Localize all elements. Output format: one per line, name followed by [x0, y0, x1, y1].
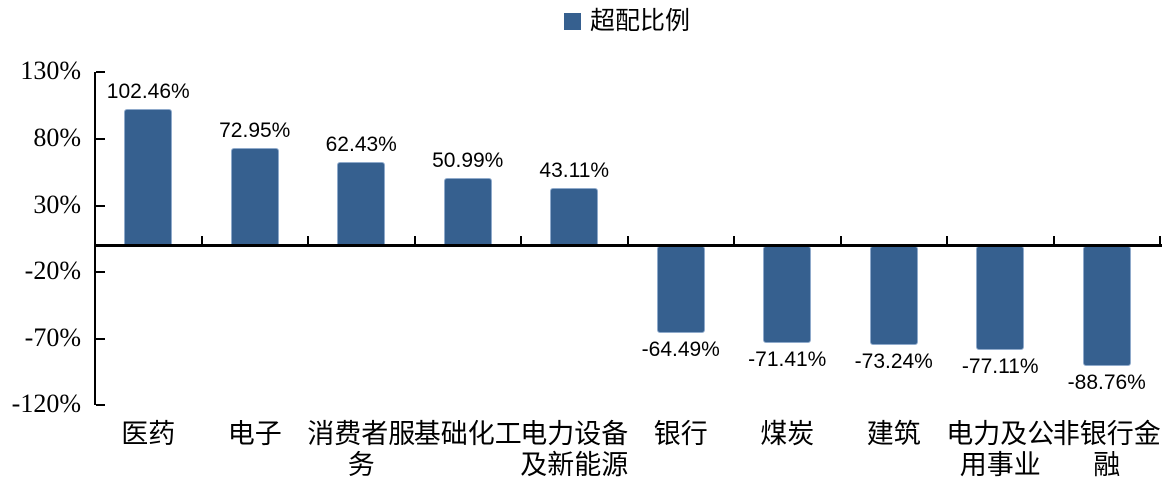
category-label: 电子	[227, 419, 282, 449]
legend-swatch	[563, 13, 581, 30]
category-label: 医药	[121, 419, 176, 449]
x-axis-line	[94, 244, 1162, 247]
data-label: 62.43%	[325, 133, 397, 157]
x-tick	[1052, 236, 1055, 245]
data-label: 72.95%	[219, 119, 291, 143]
y-tick-label: -20%	[24, 256, 81, 286]
category-label: 银行	[653, 419, 708, 449]
bar	[124, 109, 173, 248]
x-tick	[1159, 236, 1161, 245]
x-tick	[946, 236, 948, 245]
x-tick	[626, 236, 629, 245]
data-label: 50.99%	[432, 148, 504, 172]
y-tick-label: 80%	[33, 122, 81, 152]
y-tick	[96, 204, 105, 207]
category-label: 基础化工	[413, 419, 522, 449]
y-tick-label: 130%	[20, 56, 81, 86]
data-label: -73.24%	[854, 350, 933, 374]
x-tick	[733, 236, 735, 245]
bar	[550, 188, 599, 248]
y-tick-label: -120%	[11, 389, 81, 419]
y-tick-label: -70%	[24, 322, 81, 352]
y-tick	[96, 404, 105, 407]
data-label: -64.49%	[641, 338, 720, 362]
legend-series-label: 超配比例	[589, 8, 691, 35]
x-tick	[520, 236, 522, 245]
bar	[869, 245, 918, 346]
data-label: -77.11%	[961, 355, 1039, 379]
x-tick	[94, 236, 96, 245]
bar	[656, 245, 705, 334]
bar	[976, 245, 1025, 351]
category-label: 电力及公 用事业	[946, 419, 1055, 480]
y-tick	[96, 71, 105, 74]
legend: 超配比例	[563, 8, 691, 35]
bar	[230, 148, 279, 248]
bar	[443, 177, 492, 248]
data-label: 43.11%	[539, 159, 610, 183]
y-tick	[96, 337, 105, 340]
x-tick	[200, 236, 203, 245]
category-label: 煤炭	[760, 419, 815, 449]
y-tick-label: 30%	[33, 189, 81, 219]
bar	[337, 162, 386, 248]
data-label: -71.41%	[748, 347, 827, 371]
y-tick	[96, 271, 105, 274]
x-tick	[413, 236, 416, 245]
category-label: 建筑	[866, 419, 921, 449]
bar	[763, 245, 812, 343]
category-label: 消费者服 务	[307, 419, 416, 480]
data-label: 102.46%	[106, 80, 190, 104]
category-label: 电力设备 及新能源	[520, 419, 629, 480]
x-tick	[839, 236, 842, 245]
x-tick	[307, 236, 309, 245]
bar	[1082, 245, 1131, 366]
y-tick	[96, 137, 105, 140]
data-label: -88.76%	[1067, 370, 1146, 394]
category-label: 非银行金 融	[1052, 419, 1161, 480]
